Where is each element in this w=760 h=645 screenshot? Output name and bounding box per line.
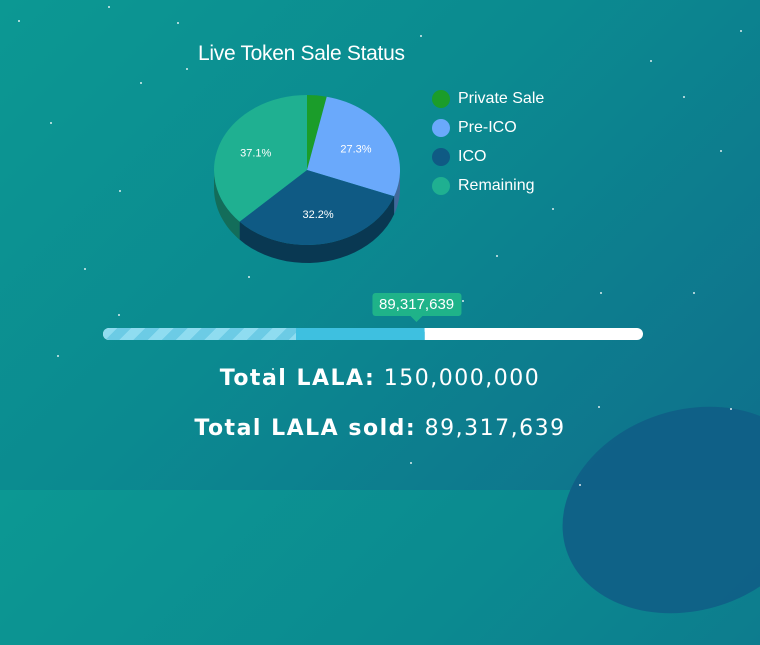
- star: [462, 300, 464, 302]
- legend-swatch: [432, 147, 450, 166]
- total-supply-line: Total LALA: 150,000,000: [0, 366, 760, 391]
- star: [118, 314, 120, 316]
- pie-slice-pre-ico[interactable]: [307, 96, 401, 197]
- star: [57, 355, 59, 357]
- star: [84, 268, 86, 270]
- star: [650, 60, 652, 62]
- pie-slice-side-remaining: [214, 170, 240, 240]
- star: [552, 208, 554, 210]
- sale-progress-highlight: [295, 328, 425, 340]
- chart-title: Live Token Sale Status: [198, 42, 405, 65]
- star: [420, 35, 422, 37]
- legend-label: Pre-ICO: [458, 118, 517, 136]
- pie-slice-private-sale[interactable]: [307, 94, 327, 170]
- star: [119, 190, 121, 192]
- star: [730, 408, 732, 410]
- pie-slice-side-ico: [239, 196, 395, 263]
- pie-slice-remaining[interactable]: [214, 95, 307, 222]
- star: [18, 20, 20, 22]
- legend-swatch: [432, 118, 450, 137]
- star: [177, 22, 179, 24]
- star: [248, 276, 250, 278]
- star: [186, 68, 188, 70]
- pie-data-label-pre-ico: 27.3%: [340, 143, 371, 155]
- legend-label: Private Sale: [458, 89, 545, 107]
- star: [50, 122, 52, 124]
- total-sold-value: 89,317,639: [424, 416, 566, 441]
- star: [693, 292, 695, 294]
- legend-item-ico[interactable]: ICO: [432, 142, 544, 171]
- legend-swatch: [432, 89, 450, 108]
- legend-label: Remaining: [458, 176, 535, 194]
- pie-slice-side-pre-ico: [394, 170, 400, 215]
- chart-legend: Private Sale Pre-ICO ICO Remaining: [432, 84, 544, 200]
- pie-slice-ico[interactable]: [239, 170, 395, 245]
- legend-item-remaining[interactable]: Remaining: [432, 171, 544, 200]
- progress-tooltip: 89,317,639: [372, 293, 462, 322]
- star: [410, 462, 412, 464]
- sale-progress-bar: [103, 328, 643, 340]
- legend-label: ICO: [458, 147, 487, 165]
- total-sold-line: Total LALA sold: 89,317,639: [0, 416, 760, 441]
- pie-data-label-ico: 32.2%: [302, 209, 333, 221]
- legend-swatch: [432, 176, 450, 195]
- legend-item-pre-ico[interactable]: Pre-ICO: [432, 113, 544, 142]
- star: [740, 30, 742, 32]
- star: [140, 82, 142, 84]
- star: [683, 96, 685, 98]
- star: [598, 406, 600, 408]
- legend-item-private-sale[interactable]: Private Sale: [432, 84, 544, 113]
- star: [720, 150, 722, 152]
- pie-chart: 27.3% 32.2% 37.1%: [214, 94, 401, 263]
- total-supply-value: 150,000,000: [383, 366, 541, 391]
- star: [272, 368, 274, 370]
- pie-data-label-remaining: 37.1%: [240, 147, 271, 159]
- star: [600, 292, 602, 294]
- star: [108, 6, 110, 8]
- star: [496, 255, 498, 257]
- sale-progress-fill: [103, 328, 425, 340]
- total-supply-label: Total LALA:: [219, 366, 376, 391]
- total-sold-label: Total LALA sold:: [194, 416, 417, 441]
- star: [579, 484, 581, 486]
